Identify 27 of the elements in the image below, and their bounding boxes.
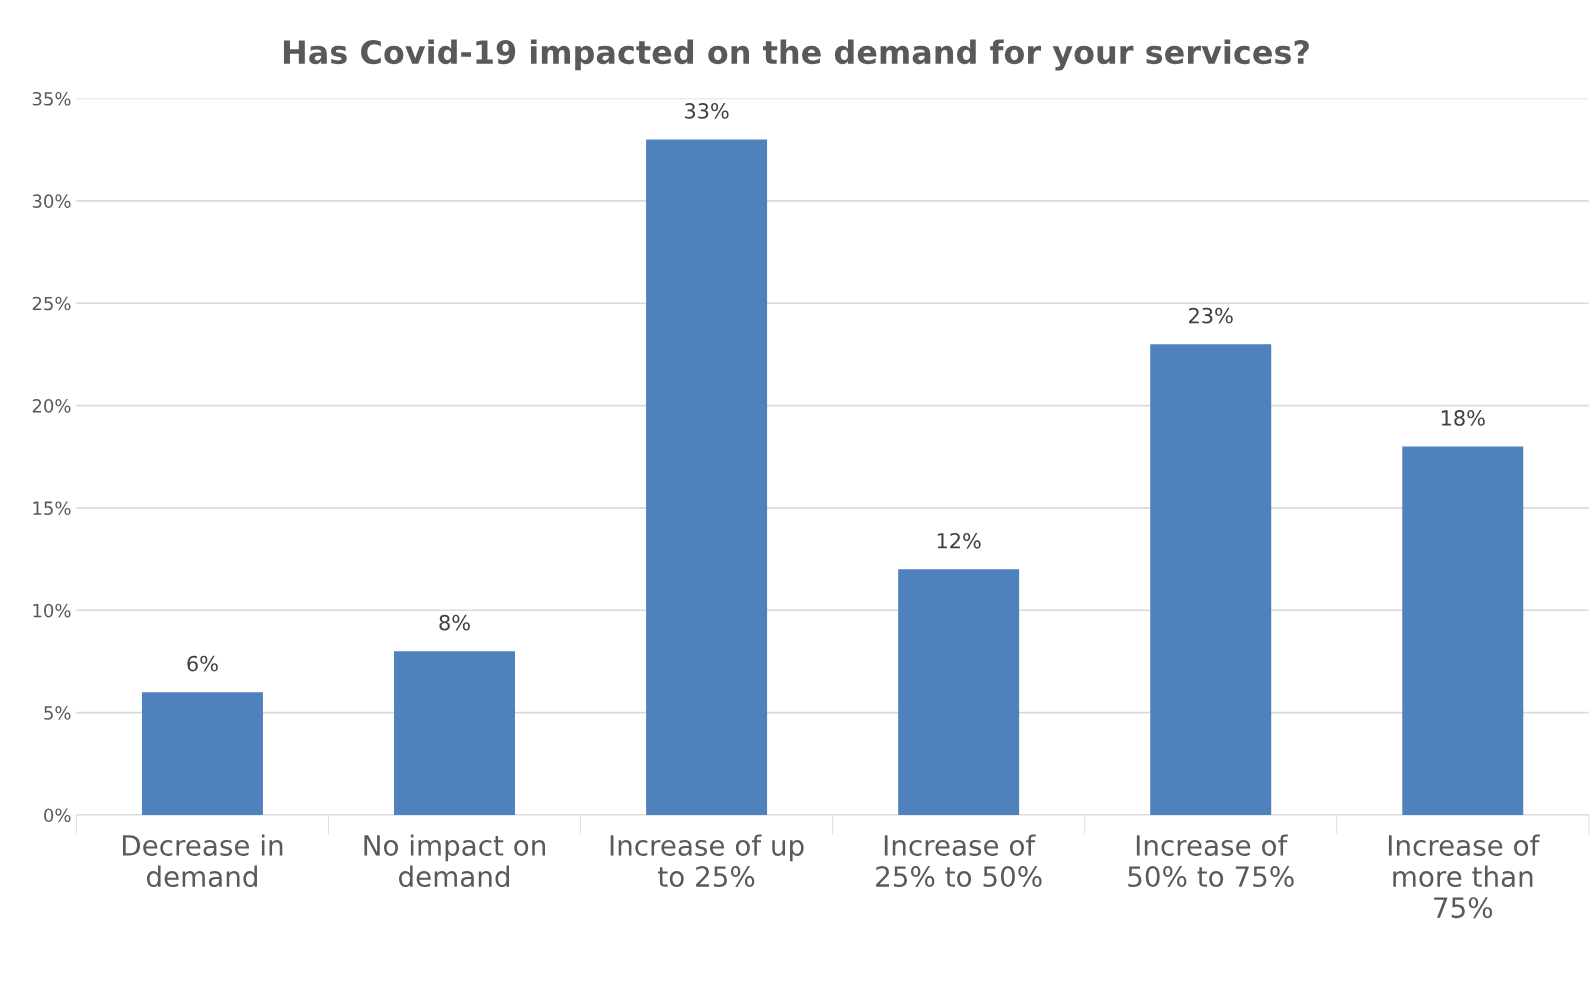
data-label: 6% bbox=[187, 655, 218, 672]
bar bbox=[1150, 344, 1272, 815]
data-label: 18% bbox=[1441, 410, 1485, 426]
bar bbox=[141, 692, 263, 815]
bar bbox=[646, 139, 768, 815]
bar bbox=[898, 569, 1020, 815]
y-tick-label: 10% bbox=[33, 603, 71, 618]
y-tick-label: 30% bbox=[32, 194, 71, 208]
x-tick-label: Increase of 50% to 75% bbox=[1128, 834, 1294, 888]
x-tick-label: No impact on demand bbox=[364, 834, 545, 888]
data-label: 23% bbox=[1189, 307, 1233, 324]
bar bbox=[394, 651, 516, 815]
y-tick-label: 15% bbox=[33, 501, 71, 516]
x-tick-label: Increase of up to 25% bbox=[610, 834, 804, 888]
y-tick-label: 5% bbox=[44, 706, 71, 720]
data-label: 33% bbox=[685, 102, 729, 119]
x-tick-label: Decrease in demand bbox=[122, 834, 283, 888]
y-tick-label: 0% bbox=[44, 808, 71, 823]
data-label: 8% bbox=[439, 614, 470, 631]
y-tick-label: 25% bbox=[32, 296, 71, 311]
x-tick-label: Increase of more than 75% bbox=[1388, 834, 1540, 919]
chart-title: Has Covid-19 impacted on the demand for your services? bbox=[283, 39, 1309, 71]
y-tick-label: 35% bbox=[32, 91, 71, 106]
y-tick-label: 20% bbox=[32, 399, 71, 413]
data-label: 12% bbox=[937, 532, 981, 549]
bar bbox=[1402, 446, 1524, 815]
x-tick-label: Increase of 25% to 50% bbox=[876, 834, 1042, 888]
